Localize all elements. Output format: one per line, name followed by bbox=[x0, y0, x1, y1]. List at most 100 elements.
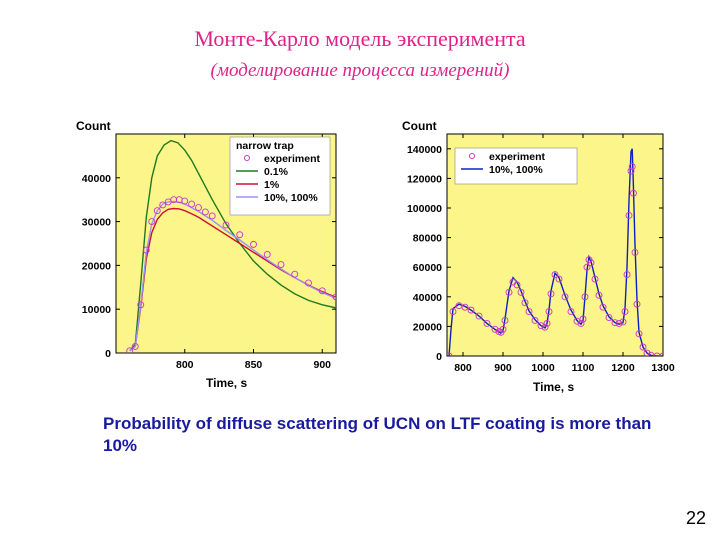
data-point bbox=[513, 281, 521, 289]
data-point bbox=[501, 317, 509, 324]
data-point bbox=[629, 189, 637, 197]
data-point bbox=[551, 271, 559, 279]
data-point bbox=[250, 240, 257, 248]
data-point bbox=[201, 208, 209, 216]
legend-box bbox=[229, 136, 331, 216]
data-point bbox=[188, 200, 196, 208]
legend-header: narrow trap bbox=[236, 140, 294, 152]
data-point bbox=[449, 308, 457, 316]
x-axis-title: Time, s bbox=[533, 380, 574, 394]
data-point bbox=[291, 270, 299, 278]
x-tick-label: 1100 bbox=[572, 362, 595, 374]
data-point bbox=[541, 323, 549, 331]
legend-label: 10%, 100% bbox=[489, 164, 543, 176]
y-tick-label: 20000 bbox=[413, 321, 442, 333]
slide-subtitle: (моделирование процесса измерений) bbox=[210, 60, 510, 81]
data-point bbox=[208, 212, 216, 220]
data-point bbox=[126, 347, 134, 353]
data-point bbox=[537, 322, 545, 330]
data-point bbox=[195, 204, 202, 212]
series-line-10-100- bbox=[129, 200, 336, 352]
data-point bbox=[525, 308, 533, 316]
data-point bbox=[483, 319, 491, 327]
legend-marker bbox=[244, 155, 250, 161]
data-point bbox=[628, 163, 636, 171]
data-point bbox=[222, 221, 230, 229]
data-point bbox=[583, 263, 591, 271]
data-point bbox=[567, 308, 575, 316]
data-point bbox=[579, 315, 587, 323]
data-point bbox=[332, 293, 336, 301]
data-point bbox=[467, 306, 475, 314]
slide-title: Монте-Карло модель эксперимента bbox=[194, 26, 526, 51]
x-tick-label: 1300 bbox=[651, 362, 675, 374]
y-tick-label: 80000 bbox=[413, 233, 442, 245]
data-point bbox=[318, 287, 326, 295]
data-point bbox=[521, 299, 529, 307]
y-tick-label: 100000 bbox=[407, 203, 442, 215]
x-tick-label: 1000 bbox=[531, 362, 555, 374]
y-tick-label: 140000 bbox=[407, 144, 442, 156]
data-point bbox=[305, 279, 312, 287]
y-tick-label: 40000 bbox=[413, 292, 442, 304]
data-point bbox=[625, 211, 633, 219]
legend-label: 10%, 100% bbox=[264, 192, 318, 204]
data-point bbox=[611, 319, 619, 327]
data-point bbox=[461, 303, 469, 311]
legend-box bbox=[454, 147, 578, 185]
x-tick-label: 850 bbox=[245, 359, 263, 371]
data-point bbox=[591, 275, 599, 283]
data-point bbox=[581, 293, 589, 301]
chart-2: 0 20000 40000 60000 80000 100000 120000 140000 8… bbox=[402, 119, 675, 394]
data-point bbox=[531, 317, 539, 324]
data-point bbox=[447, 352, 453, 356]
x-tick-label: 1200 bbox=[611, 362, 635, 374]
data-point bbox=[595, 291, 603, 299]
series-line-10-100- bbox=[448, 148, 663, 356]
data-point bbox=[619, 318, 627, 326]
data-point bbox=[153, 207, 161, 215]
y-tick-label: 20000 bbox=[82, 260, 111, 272]
data-point bbox=[491, 325, 499, 333]
data-point bbox=[277, 261, 285, 268]
data-point bbox=[599, 303, 607, 311]
slide-caption: Probability of diffuse scattering of UCN… bbox=[103, 414, 652, 455]
y-tick-label: 30000 bbox=[82, 217, 111, 229]
plot-series bbox=[126, 139, 336, 353]
page-number: 22 bbox=[685, 508, 706, 528]
data-point bbox=[621, 308, 629, 316]
data-point bbox=[643, 349, 651, 356]
y-tick-label: 0 bbox=[436, 351, 442, 363]
legend-label: 1% bbox=[264, 179, 280, 191]
data-point bbox=[623, 271, 631, 279]
x-tick-label: 900 bbox=[313, 359, 331, 371]
legend-label: experiment bbox=[264, 153, 321, 165]
data-point bbox=[236, 231, 244, 239]
data-point bbox=[159, 201, 167, 209]
data-point bbox=[635, 330, 643, 338]
data-point bbox=[475, 312, 483, 320]
data-point bbox=[142, 246, 150, 254]
data-point bbox=[639, 343, 647, 351]
data-point bbox=[561, 293, 569, 301]
y-tick-label: 120000 bbox=[407, 173, 442, 185]
legend-marker bbox=[469, 153, 475, 159]
y-tick-label: 10000 bbox=[82, 304, 111, 316]
y-tick-label: 60000 bbox=[413, 262, 442, 274]
data-point bbox=[605, 314, 613, 321]
data-point bbox=[587, 259, 595, 267]
data-point bbox=[547, 290, 555, 298]
x-tick-label: 900 bbox=[494, 362, 512, 374]
data-point bbox=[148, 218, 156, 226]
y-tick-label: 0 bbox=[105, 348, 111, 360]
data-point bbox=[499, 325, 507, 333]
data-point bbox=[170, 196, 178, 204]
legend-label: experiment bbox=[489, 151, 546, 163]
data-point bbox=[627, 167, 635, 175]
chart-1: 0 10000 20000 30000 40000 800 850 900 Count Time,… bbox=[76, 119, 337, 390]
data-point bbox=[263, 250, 271, 258]
data-point bbox=[555, 275, 563, 283]
